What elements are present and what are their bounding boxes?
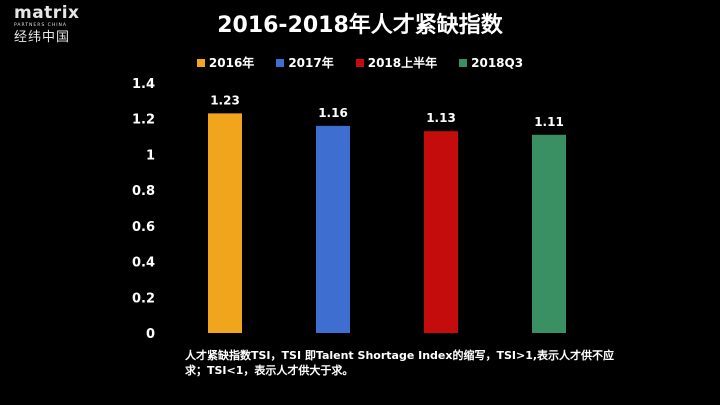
- bar: [532, 134, 566, 333]
- matrix-logo: matrix PARTNERS CHINA 经纬中国: [14, 4, 94, 46]
- logo-subtitle: PARTNERS CHINA: [14, 23, 67, 28]
- bar-value-label: 1.23: [210, 93, 240, 107]
- legend-item: 2018上半年: [355, 54, 438, 71]
- legend-swatch: [196, 58, 205, 67]
- legend-item: 2016年: [196, 54, 255, 71]
- bar-value-label: 1.16: [318, 106, 348, 120]
- legend-label: 2016年: [208, 56, 255, 70]
- y-tick-label: 1.2: [132, 113, 155, 128]
- legend-label: 2018上半年: [367, 56, 438, 70]
- bar: [316, 125, 350, 333]
- legend-swatch: [459, 58, 468, 67]
- legend-swatch: [355, 58, 364, 67]
- y-tick-label: 0: [146, 327, 155, 342]
- chart-title: 2016-2018年人才紧缺指数: [217, 13, 503, 38]
- bar-value-label: 1.11: [534, 115, 564, 129]
- logo-chinese-name: 经纬中国: [14, 30, 71, 45]
- y-tick-label: 0.8: [132, 184, 155, 199]
- legend-label: 2017年: [288, 56, 334, 70]
- legend-label: 2018Q3: [471, 55, 524, 70]
- logo-wordmark: matrix: [14, 3, 80, 23]
- chart-legend: 2016年 2017年 2018上半年 2018Q3: [0, 54, 720, 71]
- chart-footnote: 人才紧缺指数TSI，TSI 即Talent Shortage Index的缩写，…: [185, 349, 615, 377]
- bar-value-label: 1.13: [426, 111, 456, 125]
- y-tick-label: 0.4: [132, 256, 155, 271]
- bar: [208, 113, 242, 333]
- y-tick-label: 0.6: [132, 220, 155, 235]
- bar: [424, 131, 458, 333]
- legend-item: 2018Q3: [459, 54, 523, 71]
- y-tick-label: 1.4: [132, 77, 155, 92]
- legend-swatch: [276, 58, 285, 67]
- y-tick-label: 1: [146, 148, 155, 163]
- legend-item: 2017年: [276, 54, 334, 71]
- y-tick-label: 0.2: [132, 291, 155, 306]
